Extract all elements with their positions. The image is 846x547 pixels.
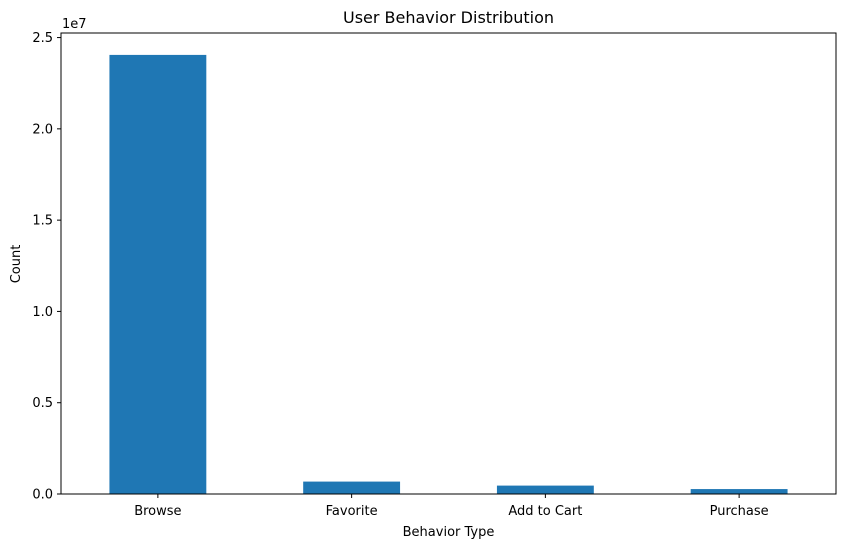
plot-frame: [60, 32, 837, 495]
x-axis-label: Behavior Type: [403, 525, 495, 540]
x-tick-label: Purchase: [710, 504, 769, 519]
bar-browse: [109, 54, 207, 495]
y-tick-label: 1.5: [32, 214, 53, 229]
x-tick-label: Browse: [134, 504, 181, 519]
y-tick-label: 2.0: [32, 122, 53, 137]
y-axis-label: Count: [9, 245, 24, 284]
bar-purchase: [690, 489, 788, 494]
chart-title: User Behavior Distribution: [343, 8, 554, 27]
x-tick-label: Favorite: [326, 504, 378, 519]
x-axis-ticks: Browse Favorite Add to Cart Purchase: [134, 494, 769, 519]
bar-favorite: [303, 481, 401, 494]
y-tick-label: 1.0: [32, 305, 53, 320]
y-axis-offset-label: 1e7: [62, 17, 87, 32]
y-tick-label: 0.0: [32, 488, 53, 503]
bars-group: [109, 54, 788, 495]
y-tick-label: 2.5: [32, 31, 53, 46]
x-tick-label: Add to Cart: [508, 504, 582, 519]
y-tick-label: 0.5: [32, 396, 53, 411]
bar-add-to-cart: [496, 485, 594, 494]
y-axis-ticks: 0.0 0.5 1.0 1.5 2.0 2.5: [32, 31, 61, 503]
